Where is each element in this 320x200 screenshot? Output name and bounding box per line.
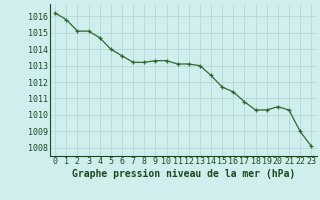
X-axis label: Graphe pression niveau de la mer (hPa): Graphe pression niveau de la mer (hPa) bbox=[72, 169, 295, 179]
